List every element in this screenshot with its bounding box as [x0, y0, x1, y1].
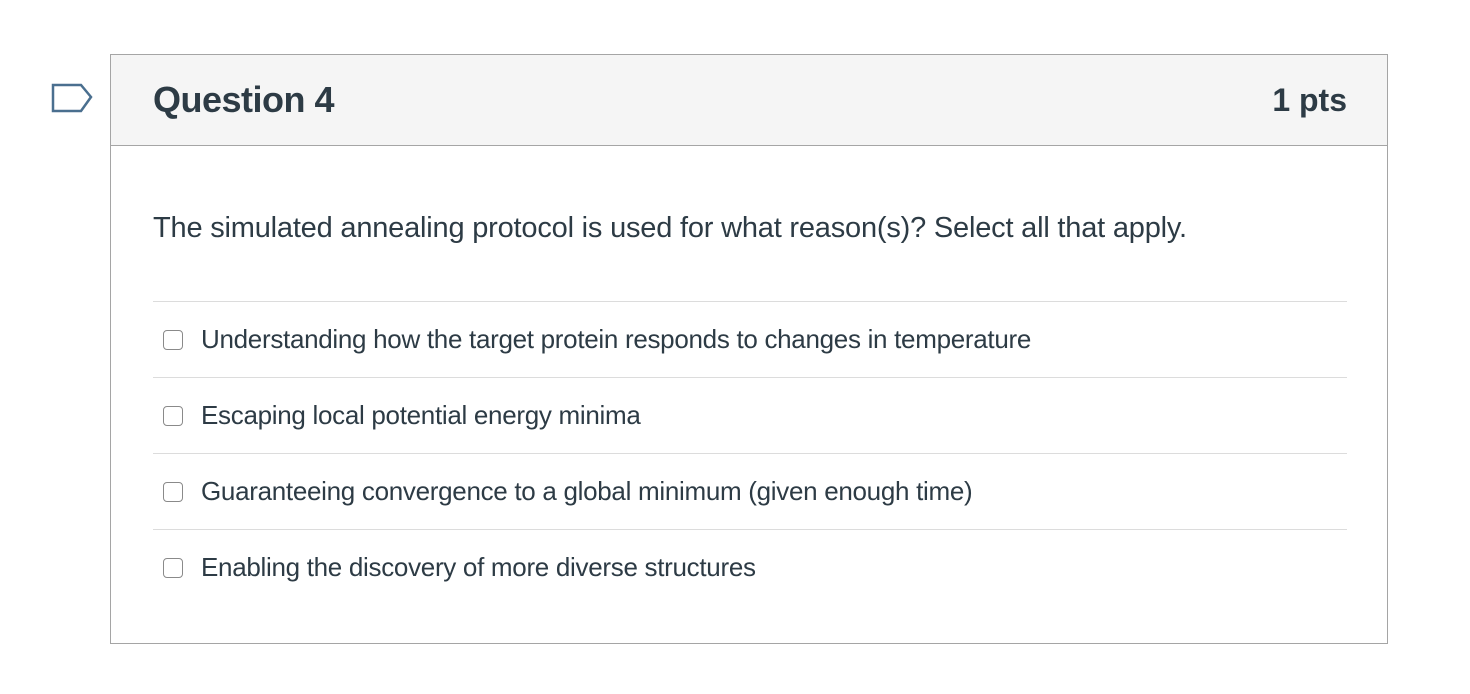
- answer-checkbox[interactable]: [163, 405, 183, 426]
- answer-option-4[interactable]: Enabling the discovery of more diverse s…: [153, 530, 1347, 605]
- question-header: Question 4 1 pts: [111, 55, 1387, 146]
- answer-label[interactable]: Guaranteeing convergence to a global min…: [201, 476, 973, 506]
- answer-checkbox[interactable]: [163, 481, 183, 502]
- question-text: The simulated annealing protocol is used…: [153, 212, 1187, 244]
- answer-label[interactable]: Escaping local potential energy minima: [201, 400, 641, 430]
- answer-option-2[interactable]: Escaping local potential energy minima: [153, 378, 1347, 454]
- answer-label[interactable]: Understanding how the target protein res…: [201, 324, 1032, 354]
- answer-option-1[interactable]: Understanding how the target protein res…: [153, 302, 1347, 378]
- question-body: The simulated annealing protocol is used…: [111, 146, 1387, 605]
- answer-checkbox[interactable]: [163, 557, 183, 578]
- question-points: 1 pts: [1272, 81, 1347, 118]
- answer-label[interactable]: Enabling the discovery of more diverse s…: [201, 552, 756, 582]
- question-card: Question 4 1 pts The simulated annealing…: [110, 54, 1388, 644]
- flag-question-icon[interactable]: [50, 82, 94, 116]
- answer-checkbox[interactable]: [163, 329, 183, 350]
- question-title: Question 4: [153, 79, 335, 120]
- answer-list: Understanding how the target protein res…: [153, 301, 1347, 605]
- answer-option-3[interactable]: Guaranteeing convergence to a global min…: [153, 454, 1347, 530]
